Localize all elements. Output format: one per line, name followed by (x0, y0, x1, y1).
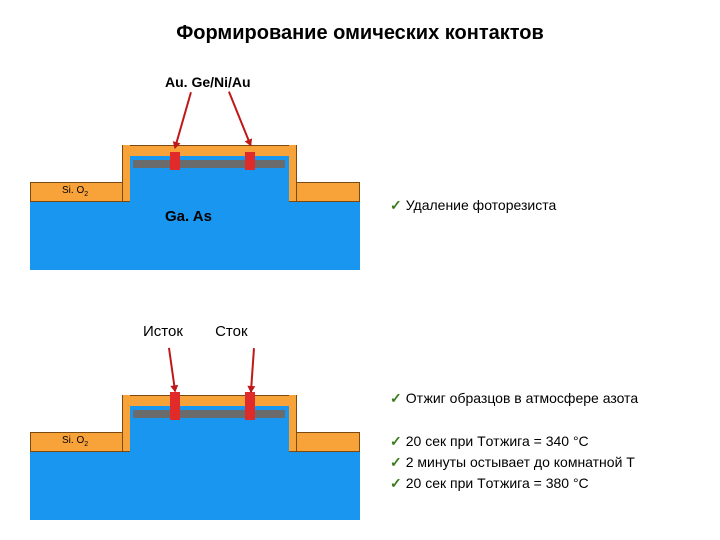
sio2-label: Si. O2 (62, 435, 88, 448)
mesa-cap-left (122, 145, 130, 202)
sio2-right (289, 432, 360, 452)
bullet: ✓Отжиг образцов в атмосфере азота (390, 388, 638, 409)
diagram-bottom: Si. O2 (30, 370, 360, 520)
gray-layer (133, 410, 285, 418)
arrow-to-contact-right (228, 91, 252, 146)
contact-right (245, 152, 255, 170)
bullet: ✓20 сек при Tотжига = 340 °C (390, 431, 635, 452)
substrate (30, 450, 360, 520)
check-icon: ✓ (390, 475, 402, 491)
mesa-cap-right (289, 145, 297, 202)
label-drain: Сток (215, 323, 247, 340)
checklist-1: ✓Удаление фоторезиста (390, 195, 556, 216)
sio2-label: Si. O2 (62, 185, 88, 198)
bullet: ✓2 минуты остывает до комнатной T (390, 452, 635, 473)
check-icon: ✓ (390, 454, 402, 470)
mesa-cap-left (122, 395, 130, 452)
mesa-cap-right (289, 395, 297, 452)
arrow-to-source (168, 348, 176, 392)
mesa-cap-top (122, 395, 297, 406)
contact-drain (245, 392, 255, 420)
contact-labels: Исток Сток (143, 323, 248, 340)
check-icon: ✓ (390, 390, 402, 406)
arrow-to-contact-left (174, 92, 192, 148)
contact-source (170, 392, 180, 420)
label-auge: Au. Ge/Ni/Au (165, 74, 251, 90)
mesa-cap-top (122, 145, 297, 156)
check-icon: ✓ (390, 433, 402, 449)
check-icon: ✓ (390, 197, 402, 213)
diagram-top: Si. O2 Ga. As (30, 120, 360, 270)
bullet: ✓20 сек при Tотжига = 380 °C (390, 473, 635, 494)
sio2-right (289, 182, 360, 202)
arrow-to-drain (250, 348, 255, 392)
label-source: Исток (143, 323, 183, 340)
checklist-2: ✓Отжиг образцов в атмосфере азота (390, 388, 638, 409)
checklist-3: ✓20 сек при Tотжига = 340 °C ✓2 минуты о… (390, 431, 635, 494)
gaas-label: Ga. As (165, 208, 212, 225)
contact-left (170, 152, 180, 170)
bullet: ✓Удаление фоторезиста (390, 195, 556, 216)
page-title: Формирование омических контактов (0, 0, 720, 45)
gray-layer (133, 160, 285, 168)
